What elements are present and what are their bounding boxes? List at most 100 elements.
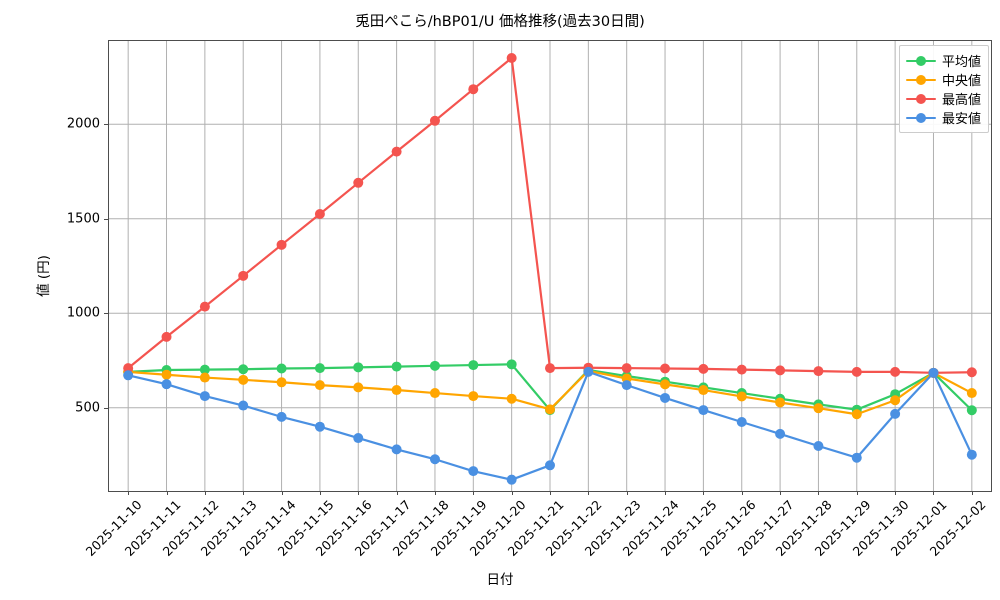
y-tick-label: 1500 <box>66 211 100 227</box>
data-point-marker <box>429 454 440 465</box>
data-point-marker <box>890 408 901 419</box>
chart-title: 兎田ぺこら/hBP01/U 価格推移(過去30日間) <box>355 14 645 30</box>
x-tick-mark <box>434 491 436 495</box>
y-tick-mark <box>104 124 108 126</box>
chart-svg <box>109 41 991 491</box>
x-tick-mark <box>626 491 628 495</box>
data-point-marker <box>775 365 786 376</box>
data-point-marker <box>851 409 862 420</box>
data-point-marker <box>161 369 172 380</box>
data-point-marker <box>391 146 402 157</box>
data-point-marker <box>429 388 440 399</box>
data-point-marker <box>966 367 977 378</box>
series-markers <box>123 53 977 485</box>
x-tick-mark <box>895 491 897 495</box>
data-point-marker <box>545 460 555 471</box>
data-point-marker <box>736 416 747 427</box>
data-point-marker <box>775 428 786 439</box>
data-point-marker <box>506 474 517 485</box>
data-point-marker <box>506 53 517 64</box>
x-tick-mark <box>780 491 782 495</box>
x-tick-mark <box>933 491 935 495</box>
legend-swatch-icon <box>905 111 936 125</box>
data-point-marker <box>276 411 287 422</box>
data-point-marker <box>966 449 977 460</box>
legend-swatch-icon <box>905 54 936 68</box>
x-tick-mark <box>971 491 973 495</box>
data-point-marker <box>391 361 402 372</box>
x-tick-mark <box>511 491 513 495</box>
data-point-marker <box>199 364 210 375</box>
plot-area <box>108 40 992 492</box>
data-point-marker <box>391 444 402 455</box>
data-point-marker <box>621 380 632 391</box>
data-point-marker <box>353 362 364 373</box>
data-point-marker <box>698 385 709 396</box>
legend-label: 中央値 <box>941 74 981 89</box>
legend-swatch-icon <box>905 73 936 87</box>
data-point-marker <box>314 363 325 374</box>
data-point-marker <box>813 403 824 414</box>
data-point-marker <box>698 405 709 416</box>
x-tick-mark <box>588 491 590 495</box>
data-point-marker <box>736 391 747 402</box>
data-point-marker <box>890 395 901 406</box>
data-point-marker <box>161 379 172 390</box>
data-point-marker <box>276 239 287 250</box>
data-point-marker <box>314 380 325 391</box>
data-point-marker <box>583 366 594 377</box>
x-tick-mark <box>204 491 206 495</box>
legend-item[interactable]: 平均値 <box>905 51 981 70</box>
data-point-marker <box>199 391 210 402</box>
data-point-marker <box>813 441 824 451</box>
x-tick-mark <box>358 491 360 495</box>
x-tick-mark <box>396 491 398 495</box>
data-point-marker <box>660 363 671 374</box>
x-tick-mark <box>741 491 743 495</box>
data-point-marker <box>506 393 517 404</box>
y-tick-label: 1000 <box>66 305 100 321</box>
data-point-marker <box>353 382 364 393</box>
y-tick-mark <box>104 313 108 315</box>
data-point-marker <box>736 364 747 375</box>
data-point-marker <box>468 391 479 402</box>
chart-legend: 平均値中央値 最高値 最安値 <box>898 45 989 133</box>
data-point-marker <box>353 433 364 444</box>
data-point-marker <box>199 301 210 312</box>
y-tick-label: 500 <box>75 400 100 416</box>
data-point-marker <box>199 372 210 383</box>
data-point-marker <box>468 84 479 95</box>
data-point-marker <box>506 359 517 370</box>
data-point-marker <box>429 115 440 126</box>
data-point-marker <box>545 404 555 415</box>
x-tick-mark <box>473 491 475 495</box>
x-axis-label: 日付 <box>486 572 514 588</box>
data-point-marker <box>161 331 172 342</box>
data-point-marker <box>813 366 824 377</box>
x-tick-mark <box>128 491 130 495</box>
legend-item[interactable]: 中央値 <box>905 70 981 89</box>
legend-label: 平均値 <box>941 55 981 70</box>
data-point-marker <box>775 397 786 408</box>
x-tick-mark <box>319 491 321 495</box>
data-point-marker <box>928 367 939 378</box>
data-point-marker <box>314 209 325 219</box>
data-point-marker <box>123 370 134 381</box>
legend-item[interactable]: 最高値 <box>905 89 981 108</box>
y-tick-mark <box>104 218 108 220</box>
y-tick-label: 2000 <box>66 116 100 132</box>
legend-swatch-icon <box>905 92 936 106</box>
data-point-marker <box>276 363 287 374</box>
data-point-marker <box>851 452 862 463</box>
data-point-marker <box>698 363 709 374</box>
data-point-marker <box>314 421 325 432</box>
data-point-marker <box>238 374 249 385</box>
data-point-marker <box>851 366 862 377</box>
data-point-marker <box>660 379 671 390</box>
grid-lines <box>109 41 991 491</box>
legend-item[interactable]: 最安値 <box>905 108 981 127</box>
x-tick-mark <box>243 491 245 495</box>
data-point-marker <box>890 366 901 377</box>
x-tick-mark <box>281 491 283 495</box>
